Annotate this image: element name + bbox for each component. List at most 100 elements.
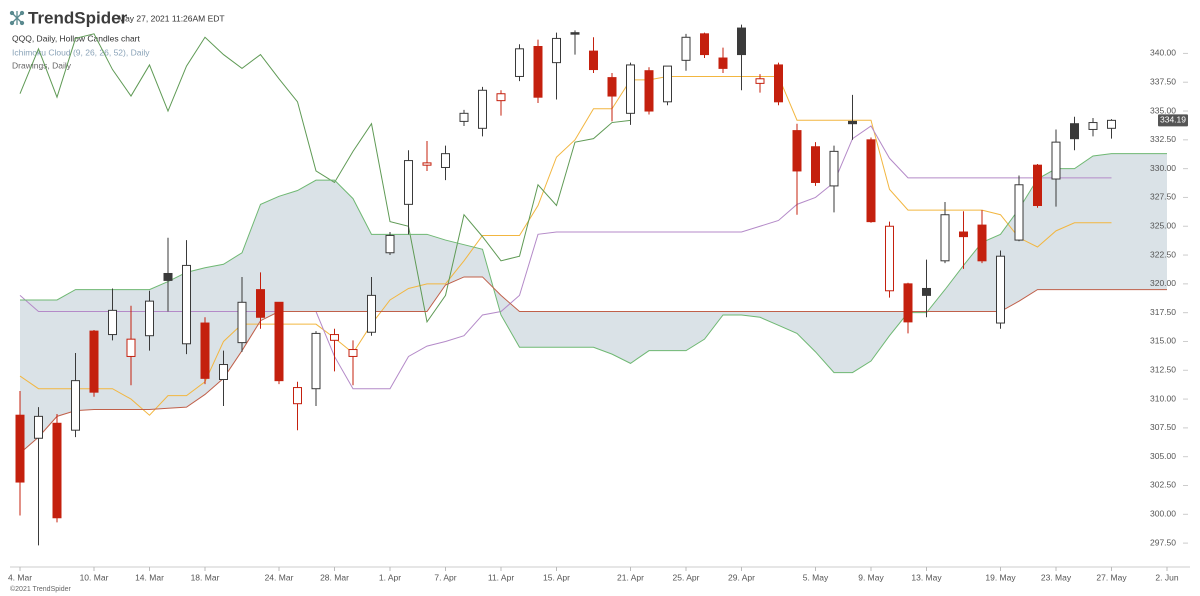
x-tick-label: 24. Mar — [265, 572, 294, 582]
candle-body — [34, 415, 43, 439]
candle-body — [570, 32, 580, 35]
candle-body — [71, 380, 80, 431]
indicator-label: Ichimoku Cloud (9, 26, 26, 52), Daily — [12, 47, 150, 57]
x-tick-label: 13. May — [911, 572, 942, 582]
candle-body — [848, 120, 857, 125]
y-tick-label: 300.00 — [1150, 509, 1176, 519]
y-tick-label: 302.50 — [1150, 480, 1176, 490]
candle-body — [459, 112, 469, 122]
candle-body — [700, 33, 709, 56]
candle-body — [496, 93, 506, 102]
candle-body — [718, 57, 728, 69]
candle-body — [293, 387, 302, 405]
x-tick-label: 25. Apr — [673, 572, 700, 582]
indicator-line — [19, 125, 1112, 390]
y-tick-label: 327.50 — [1150, 192, 1176, 202]
x-tick-label: 18. Mar — [191, 572, 220, 582]
candle-body — [15, 414, 25, 483]
y-tick-label: 317.50 — [1150, 307, 1176, 317]
x-tick-label: 28. Mar — [320, 572, 349, 582]
x-tick-label: 14. Mar — [135, 572, 164, 582]
candle-body — [755, 78, 765, 84]
candle-body — [422, 162, 432, 166]
candle-body — [348, 349, 358, 357]
footer: ©2021 TrendSpider — [10, 585, 71, 593]
candle-body — [737, 27, 746, 56]
candle-body — [533, 46, 543, 98]
y-tick-label: 307.50 — [1150, 422, 1176, 432]
cloud — [20, 153, 1167, 454]
timestamp: May 27, 2021 11:26AM EDT — [118, 13, 225, 23]
candle-body — [1107, 119, 1116, 129]
candle-body — [108, 309, 117, 336]
price-tag — [1158, 114, 1188, 127]
x-tick-label: 23. May — [1041, 572, 1072, 582]
y-tick-label: 315.00 — [1150, 336, 1176, 346]
x-tick-label: 9. May — [858, 572, 884, 582]
candle-body — [1088, 122, 1098, 130]
x-tick-label: 4. Mar — [8, 572, 32, 582]
x-tick-label: 5. May — [803, 572, 829, 582]
candle-body — [1051, 141, 1061, 180]
candle-body — [441, 153, 450, 168]
logo-icon — [9, 10, 25, 26]
candle-body — [829, 150, 839, 187]
x-tick-label: 27. May — [1096, 572, 1127, 582]
y-tick-label: 325.00 — [1150, 220, 1176, 230]
candle-body — [607, 77, 617, 97]
candle-body — [256, 289, 265, 318]
candle-body — [89, 330, 99, 393]
candle-body — [940, 214, 950, 262]
candle-body — [626, 64, 635, 114]
candle-body — [959, 231, 968, 238]
y-tick-label: 340.00 — [1150, 48, 1176, 58]
candle-body — [274, 301, 284, 382]
candle-body — [237, 301, 247, 344]
candle-body — [922, 287, 931, 296]
indicator-line — [19, 75, 1112, 416]
candle-body — [52, 422, 62, 519]
candle-body — [311, 332, 321, 390]
candle-body — [589, 50, 598, 71]
candle-body — [367, 294, 376, 333]
x-tick-label: 19. May — [985, 572, 1016, 582]
price-tag-label: 334.19 — [1160, 115, 1186, 125]
x-tick-label: 29. Apr — [728, 572, 755, 582]
candle-body — [644, 70, 654, 112]
x-tick-label: 11. Apr — [488, 572, 514, 582]
y-tick-label: 335.00 — [1150, 105, 1176, 115]
candle-body — [977, 224, 987, 262]
y-tick-label: 297.50 — [1150, 537, 1176, 547]
candle-body — [1070, 123, 1079, 140]
candle-body — [866, 139, 876, 223]
x-tick-label: 15. Apr — [543, 572, 570, 582]
candle-body — [774, 64, 783, 103]
candle-body — [663, 65, 672, 103]
y-tick-label: 337.50 — [1150, 76, 1176, 86]
brand: TrendSpider — [28, 8, 128, 27]
y-tick-label: 312.50 — [1150, 365, 1176, 375]
indicator-line — [19, 33, 631, 324]
candle-body — [478, 89, 487, 129]
x-tick-label: 10. Mar — [80, 572, 109, 582]
candle-body — [903, 283, 913, 323]
candle-body — [404, 160, 413, 205]
indicator-line — [19, 276, 1167, 454]
y-tick-label: 320.00 — [1150, 278, 1176, 288]
y-tick-label: 310.00 — [1150, 393, 1176, 403]
indicator-line — [20, 153, 1167, 374]
candle-body — [200, 322, 210, 379]
x-tick-label: 2. Jun — [1155, 572, 1178, 582]
x-tick-label: 7. Apr — [434, 572, 456, 582]
y-tick-label: 305.00 — [1150, 451, 1176, 461]
candle-body — [1033, 164, 1042, 207]
candle-body — [145, 300, 154, 337]
candle-body — [219, 364, 228, 380]
candle-body — [681, 36, 691, 61]
candle-body — [182, 264, 191, 345]
y-tick-label: 330.00 — [1150, 163, 1176, 173]
candle-body — [792, 130, 802, 172]
y-tick-label: 322.50 — [1150, 249, 1176, 259]
